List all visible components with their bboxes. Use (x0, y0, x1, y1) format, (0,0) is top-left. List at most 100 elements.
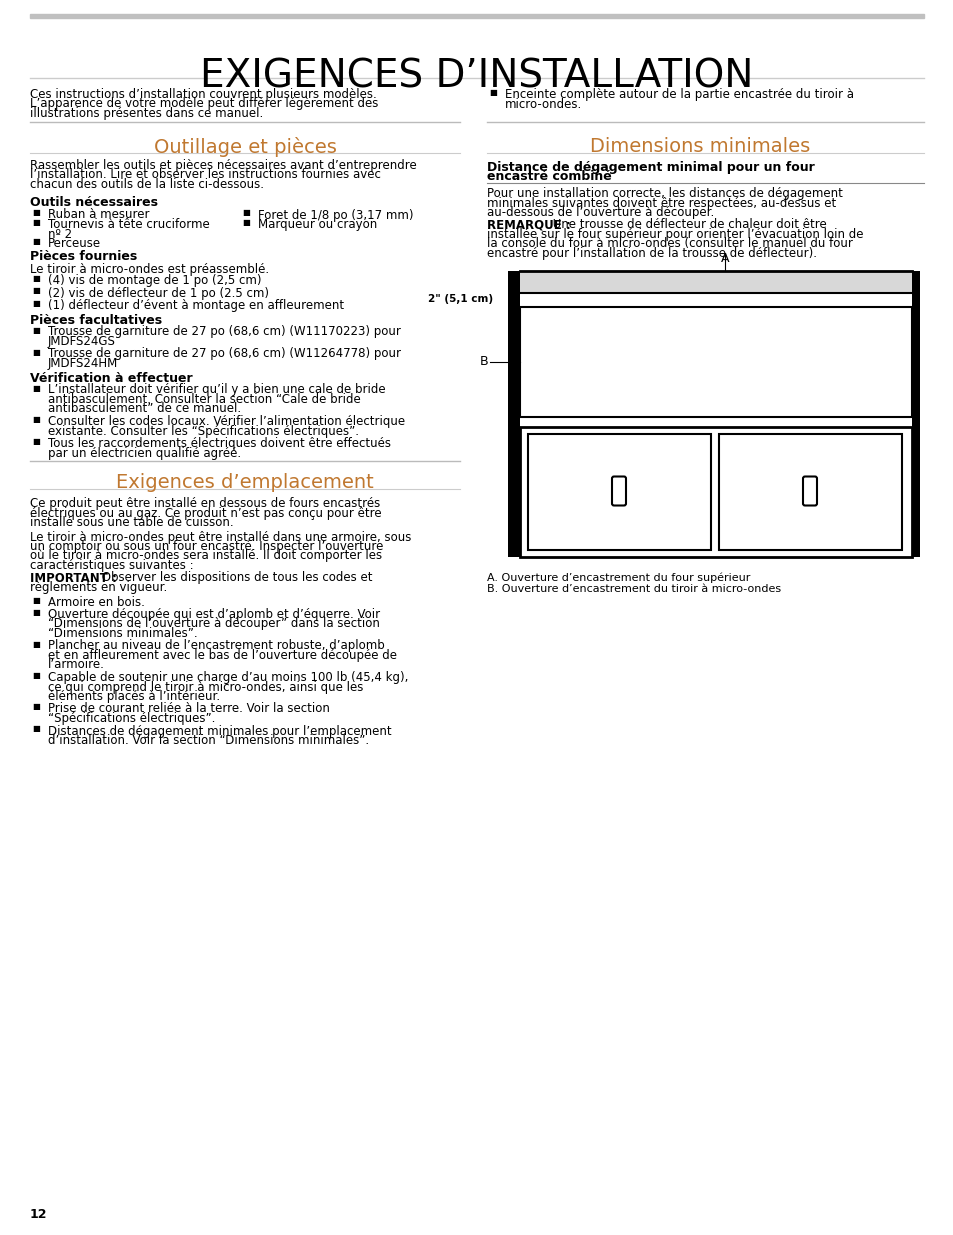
Text: Pour une installation correcte, les distances de dégagement: Pour une installation correcte, les dist… (486, 186, 842, 200)
Text: ■: ■ (32, 209, 40, 217)
Text: L’apparence de votre modèle peut différer légèrement des: L’apparence de votre modèle peut différe… (30, 98, 378, 110)
Text: EXIGENCES D’INSTALLATION: EXIGENCES D’INSTALLATION (200, 58, 753, 96)
Text: Prise de courant reliée à la terre. Voir la section: Prise de courant reliée à la terre. Voir… (48, 703, 330, 715)
Text: ■: ■ (32, 347, 40, 357)
Text: 12: 12 (30, 1208, 48, 1221)
Text: Outils nécessaires: Outils nécessaires (30, 195, 158, 209)
Bar (519, 270, 911, 293)
Bar (519, 306, 911, 416)
Text: “Dimensions de l’ouverture à découper” dans la section: “Dimensions de l’ouverture à découper” d… (48, 618, 379, 631)
Text: Perceuse: Perceuse (48, 237, 101, 249)
Text: Dimensions minimales: Dimensions minimales (589, 137, 809, 156)
Text: la console du four à micro-ondes (consulter le manuel du four: la console du four à micro-ondes (consul… (486, 237, 852, 251)
FancyBboxPatch shape (612, 477, 625, 505)
Text: B: B (478, 354, 488, 368)
Text: JMDFS24HM: JMDFS24HM (48, 357, 118, 370)
FancyBboxPatch shape (802, 477, 816, 505)
Text: Rassembler les outils et pièces nécessaires avant d’entreprendre: Rassembler les outils et pièces nécessai… (30, 159, 416, 172)
Text: Armoire en bois.: Armoire en bois. (48, 595, 145, 609)
Text: éléments placés à l’intérieur.: éléments placés à l’intérieur. (48, 690, 220, 703)
Text: l’armoire.: l’armoire. (48, 658, 105, 672)
Bar (507, 270, 519, 557)
Text: Une trousse de déflecteur de chaleur doit être: Une trousse de déflecteur de chaleur doi… (548, 219, 826, 231)
Text: Marqueur ou crayon: Marqueur ou crayon (257, 219, 376, 231)
Text: L’installateur doit vérifier qu’il y a bien une cale de bride: L’installateur doit vérifier qu’il y a b… (48, 384, 385, 396)
Text: A: A (720, 252, 729, 266)
Text: ■: ■ (32, 326, 40, 335)
Bar (519, 426, 911, 557)
Text: IMPORTANT :: IMPORTANT : (30, 572, 117, 584)
Text: antibasculement. Consulter la section “Cale de bride: antibasculement. Consulter la section “C… (48, 393, 360, 406)
Text: ■: ■ (32, 219, 40, 227)
Text: ■: ■ (32, 415, 40, 424)
Text: “Dimensions minimales”.: “Dimensions minimales”. (48, 627, 197, 640)
Text: au-dessous de l’ouverture à découper.: au-dessous de l’ouverture à découper. (486, 206, 714, 219)
Text: ■: ■ (32, 299, 40, 308)
Text: ■: ■ (32, 725, 40, 734)
Text: d’installation. Voir la section “Dimensions minimales”.: d’installation. Voir la section “Dimensi… (48, 734, 369, 747)
Text: et en affleurement avec le bas de l’ouverture découpée de: et en affleurement avec le bas de l’ouve… (48, 650, 396, 662)
Text: Trousse de garniture de 27 po (68,6 cm) (W11170223) pour: Trousse de garniture de 27 po (68,6 cm) … (48, 326, 400, 338)
Text: B. Ouverture d’encastrement du tiroir à micro-ondes: B. Ouverture d’encastrement du tiroir à … (486, 584, 781, 594)
Bar (911, 270, 919, 557)
Text: ■: ■ (32, 287, 40, 295)
Text: Exigences d’emplacement: Exigences d’emplacement (116, 473, 374, 492)
Text: Ces instructions d’installation couvrent plusieurs modèles.: Ces instructions d’installation couvrent… (30, 88, 376, 101)
Text: Ruban à mesurer: Ruban à mesurer (48, 209, 150, 221)
Text: ce qui comprend le tiroir à micro-ondes, ainsi que les: ce qui comprend le tiroir à micro-ondes,… (48, 680, 363, 694)
Text: encastré combiné: encastré combiné (486, 170, 611, 184)
Text: l’installation. Lire et observer les instructions fournies avec: l’installation. Lire et observer les ins… (30, 168, 380, 182)
Text: Distances de dégagement minimales pour l’emplacement: Distances de dégagement minimales pour l… (48, 725, 392, 737)
Text: ■: ■ (32, 595, 40, 604)
Text: ■: ■ (32, 274, 40, 283)
Text: ■: ■ (32, 608, 40, 618)
Text: Observer les dispositions de tous les codes et: Observer les dispositions de tous les co… (98, 572, 372, 584)
Text: Distance de dégagement minimal pour un four: Distance de dégagement minimal pour un f… (486, 161, 814, 174)
Text: (4) vis de montage de 1 po (2,5 cm): (4) vis de montage de 1 po (2,5 cm) (48, 274, 261, 287)
Text: Ouverture découpée qui est d’aplomb et d’équerre. Voir: Ouverture découpée qui est d’aplomb et d… (48, 608, 379, 621)
Text: illustrations présentes dans ce manuel.: illustrations présentes dans ce manuel. (30, 107, 263, 120)
Text: où le tiroir à micro-ondes sera installé. Il doit comporter les: où le tiroir à micro-ondes sera installé… (30, 550, 382, 562)
Text: Foret de 1/8 po (3,17 mm): Foret de 1/8 po (3,17 mm) (257, 209, 413, 221)
Text: “Spécifications électriques”.: “Spécifications électriques”. (48, 713, 215, 725)
Text: Tournevis à tête cruciforme: Tournevis à tête cruciforme (48, 219, 210, 231)
Bar (30, 14, 923, 19)
Text: nº 2: nº 2 (48, 227, 72, 241)
Text: électriques ou au gaz. Ce produit n’est pas conçu pour être: électriques ou au gaz. Ce produit n’est … (30, 506, 381, 520)
Text: un comptoir ou sous un four encastré. Inspecter l’ouverture: un comptoir ou sous un four encastré. In… (30, 540, 383, 553)
Bar (527, 433, 710, 550)
Text: Enceinte complète autour de la partie encastrée du tiroir à: Enceinte complète autour de la partie en… (504, 88, 853, 101)
Text: REMARQUE :: REMARQUE : (486, 219, 570, 231)
Text: caractéristiques suivantes :: caractéristiques suivantes : (30, 559, 193, 572)
Text: ■: ■ (32, 640, 40, 648)
Text: encastré pour l’installation de la trousse de déflecteur).: encastré pour l’installation de la trous… (486, 247, 816, 261)
Text: Trousse de garniture de 27 po (68,6 cm) (W11264778) pour: Trousse de garniture de 27 po (68,6 cm) … (48, 347, 400, 361)
Text: 2" (5,1 cm): 2" (5,1 cm) (428, 294, 493, 304)
Text: règlements en vigueur.: règlements en vigueur. (30, 580, 167, 594)
Text: Le tiroir à micro-ondes peut être installé dans une armoire, sous: Le tiroir à micro-ondes peut être instal… (30, 531, 411, 543)
Text: (2) vis de déflecteur de 1 po (2.5 cm): (2) vis de déflecteur de 1 po (2.5 cm) (48, 287, 269, 300)
Text: JMDFS24GS: JMDFS24GS (48, 335, 115, 348)
Text: existante. Consulter les “Spécifications électriques”.: existante. Consulter les “Spécifications… (48, 425, 358, 437)
Text: micro-ondes.: micro-ondes. (504, 98, 581, 110)
Text: Vérification à effectuer: Vérification à effectuer (30, 372, 193, 384)
Text: Tous les raccordements électriques doivent être effectués: Tous les raccordements électriques doive… (48, 437, 391, 450)
Text: A. Ouverture d’encastrement du four supérieur: A. Ouverture d’encastrement du four supé… (486, 573, 750, 583)
Text: antibasculement” de ce manuel.: antibasculement” de ce manuel. (48, 403, 241, 415)
Text: installé sous une table de cuisson.: installé sous une table de cuisson. (30, 516, 233, 529)
Text: Le tiroir à micro-ondes est préassemblé.: Le tiroir à micro-ondes est préassemblé. (30, 263, 269, 275)
Text: Pièces facultatives: Pièces facultatives (30, 314, 162, 326)
Text: ■: ■ (242, 219, 250, 227)
Text: Pièces fournies: Pièces fournies (30, 251, 137, 263)
Text: ■: ■ (32, 237, 40, 246)
Bar (719, 433, 901, 550)
Text: ■: ■ (32, 703, 40, 711)
Text: Plancher au niveau de l’encastrement robuste, d’aplomb: Plancher au niveau de l’encastrement rob… (48, 640, 384, 652)
Text: ■: ■ (32, 384, 40, 393)
Text: Ce produit peut être installé en dessous de fours encastrés: Ce produit peut être installé en dessous… (30, 496, 380, 510)
Text: minimales suivantes doivent être respectées, au-dessus et: minimales suivantes doivent être respect… (486, 196, 836, 210)
Text: ■: ■ (32, 671, 40, 680)
Text: ■: ■ (242, 209, 250, 217)
Text: Outillage et pièces: Outillage et pièces (153, 137, 336, 157)
Text: ■: ■ (32, 437, 40, 446)
